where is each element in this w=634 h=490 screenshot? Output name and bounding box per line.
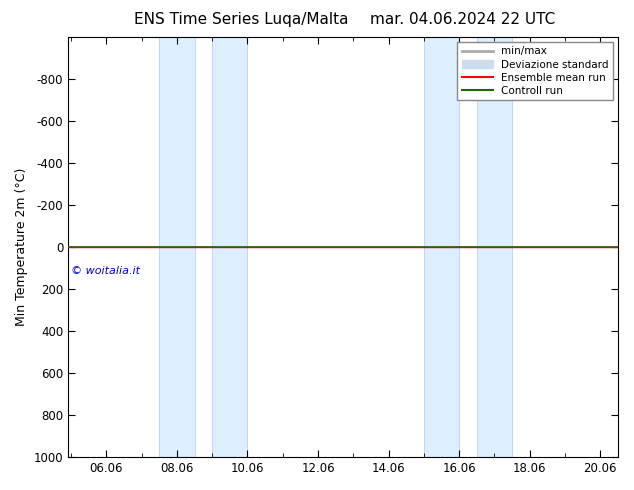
Text: ENS Time Series Luqa/Malta: ENS Time Series Luqa/Malta (134, 12, 348, 27)
Bar (159, 37, 195, 457)
Bar (424, 37, 459, 457)
Bar (477, 37, 512, 457)
Text: © woitalia.it: © woitalia.it (71, 266, 139, 276)
Y-axis label: Min Temperature 2m (°C): Min Temperature 2m (°C) (15, 168, 28, 326)
Text: mar. 04.06.2024 22 UTC: mar. 04.06.2024 22 UTC (370, 12, 555, 27)
Legend: min/max, Deviazione standard, Ensemble mean run, Controll run: min/max, Deviazione standard, Ensemble m… (457, 42, 613, 100)
Bar (212, 37, 247, 457)
